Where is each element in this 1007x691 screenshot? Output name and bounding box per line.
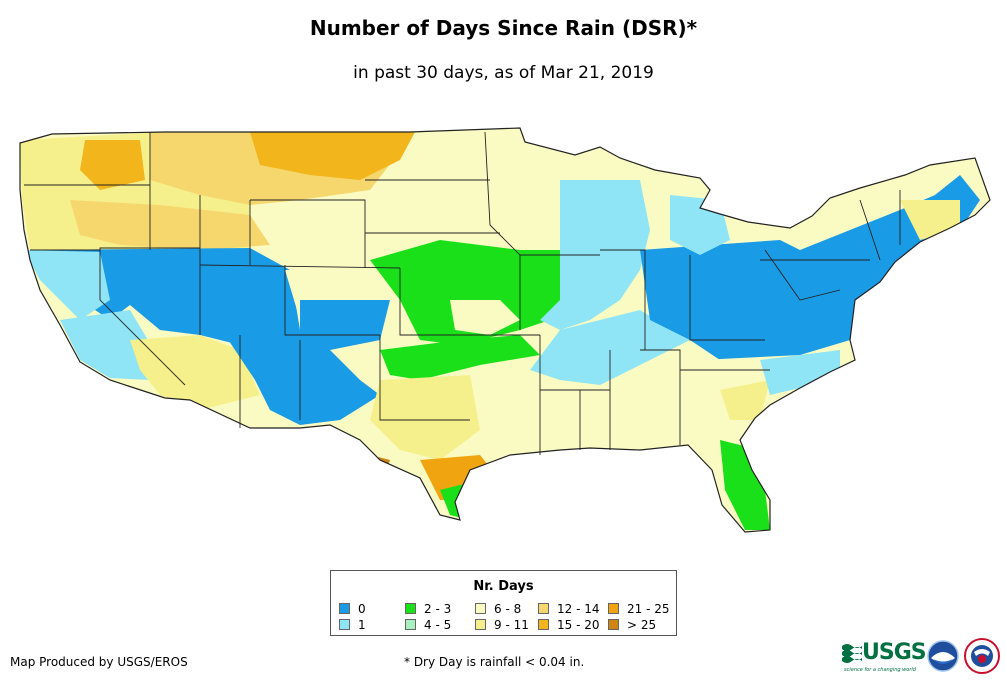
dsr-2-3-plains — [370, 240, 620, 345]
dsr-2-3-oklahoma — [380, 335, 540, 380]
dsr-1-lower-mississippi — [530, 310, 690, 385]
legend-label: 21 - 25 — [627, 602, 670, 616]
legend-label: 1 — [358, 618, 366, 632]
legend-item-0: 0 — [339, 602, 366, 616]
usgs-wave-icon — [842, 644, 862, 663]
nws-logo-icon — [964, 638, 1000, 674]
dsr-9-11-arizona — [130, 335, 260, 410]
legend-item-4-5: 4 - 5 — [405, 618, 451, 632]
agency-logos: USGS science for a changing world — [842, 638, 1002, 678]
legend-label: 0 — [358, 602, 366, 616]
us-days-since-rain-map — [19, 127, 991, 533]
us-outline — [19, 127, 991, 533]
legend-swatch — [405, 603, 416, 614]
state-boundaries — [24, 131, 901, 455]
map-title: Number of Days Since Rain (DSR)* — [309, 16, 698, 40]
legend-item-21-25: 21 - 25 — [608, 602, 670, 616]
map-subtitle: in past 30 days, as of Mar 21, 2019 — [353, 63, 654, 83]
legend-swatch — [608, 603, 619, 614]
legend-item-12-14: 12 - 14 — [538, 602, 600, 616]
legend-swatch — [475, 619, 486, 630]
legend-swatch — [339, 603, 350, 614]
legend-item-over-25: > 25 — [608, 618, 656, 632]
noaa-logo-icon — [927, 640, 959, 672]
legend-label: > 25 — [627, 618, 657, 632]
legend-label: 12 - 14 — [557, 602, 600, 616]
map-producer-credit: Map Produced by USGS/EROS — [10, 655, 188, 669]
dsr-15-20-montana — [250, 132, 415, 180]
legend-swatch — [538, 603, 549, 614]
legend-item-2-3: 2 - 3 — [405, 602, 451, 616]
legend-swatch — [538, 619, 549, 630]
dsr-0-northeast-ohio-valley — [640, 175, 980, 370]
dsr-12-14-idaho-wyoming — [70, 200, 270, 250]
dsr-0-colorado — [300, 300, 390, 350]
legend-item-15-20: 15 - 20 — [538, 618, 600, 632]
dsr-9-11-georgia — [720, 380, 770, 420]
dsr-15-20-idaho — [80, 140, 145, 190]
dsr-1-socal — [60, 310, 160, 380]
legend-label: 6 - 8 — [494, 602, 522, 616]
legend-swatch — [608, 619, 619, 630]
dsr-1-carolinas — [760, 350, 840, 395]
dry-day-footnote: * Dry Day is rainfall < 0.04 in. — [404, 655, 585, 669]
legend-item-9-11: 9 - 11 — [475, 618, 529, 632]
dsr-9-11-texas — [370, 375, 480, 460]
dsr-0-new-mexico — [225, 330, 380, 425]
legend-item-1: 1 — [339, 618, 366, 632]
legend-label: 9 - 11 — [494, 618, 529, 632]
legend-label: 4 - 5 — [424, 618, 452, 632]
legend-title: Nr. Days — [473, 579, 534, 594]
map-legend: Nr. Days 0 1 2 - 3 4 - 5 6 - 8 9 - 11 12… — [330, 570, 677, 636]
legend-swatch — [405, 619, 416, 630]
dsr-6-8-kansas — [450, 300, 520, 335]
legend-swatch — [339, 619, 350, 630]
legend-item-6-8: 6 - 8 — [475, 602, 521, 616]
legend-swatch — [475, 603, 486, 614]
dsr-1-california — [24, 250, 110, 320]
legend-label: 2 - 3 — [424, 602, 452, 616]
legend-label: 15 - 20 — [557, 618, 600, 632]
